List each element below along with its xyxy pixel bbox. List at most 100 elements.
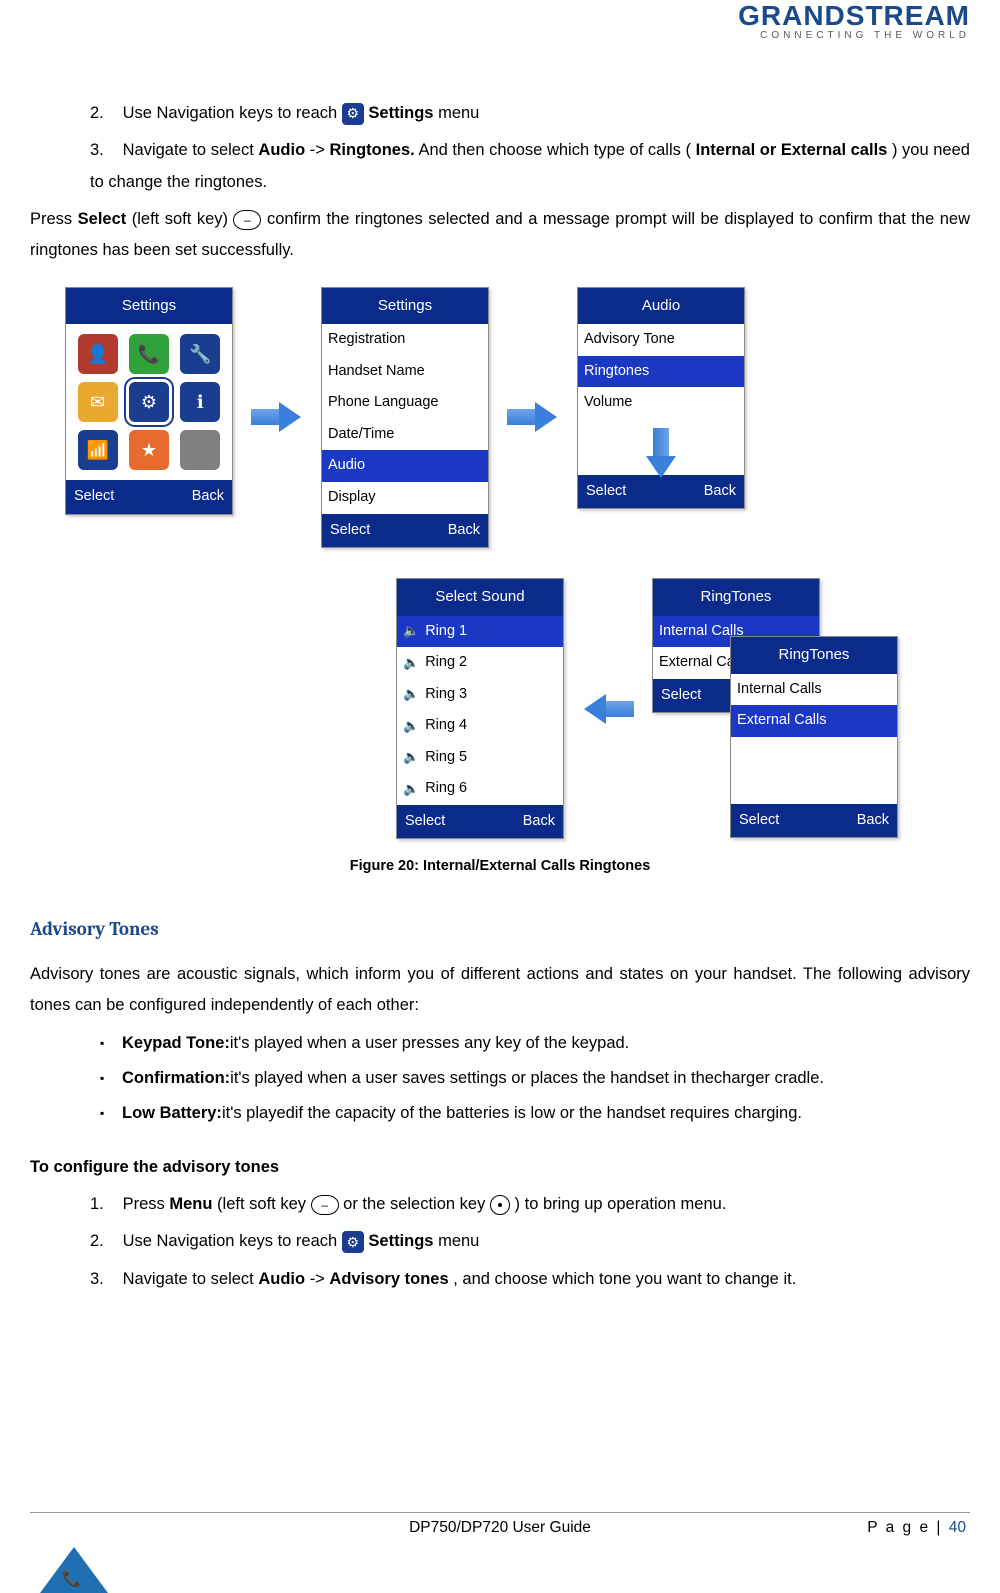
- softkey-left: Select: [739, 807, 779, 835]
- text: it's played when a user presses any key …: [230, 1034, 629, 1052]
- grid-icon: 📞: [129, 334, 169, 374]
- bullet: Confirmation:it's played when a user sav…: [100, 1063, 970, 1094]
- bold: Settings: [368, 1232, 433, 1250]
- softkey-right: Back: [192, 483, 224, 511]
- grid-icon: ★: [129, 430, 169, 470]
- grid-icon: ℹ: [180, 382, 220, 422]
- arrow-down-icon: [646, 428, 676, 480]
- softkey-left: Select: [405, 808, 445, 836]
- list-item: External Calls: [731, 705, 897, 737]
- text: (left soft key): [132, 210, 228, 228]
- logo-main: GRANDSTREAM: [738, 0, 970, 32]
- phone-title: Select Sound: [397, 579, 563, 616]
- press-line: Press Select (left soft key) – confirm t…: [30, 204, 970, 267]
- bold: Select: [78, 210, 127, 228]
- softkey-left: Select: [74, 483, 114, 511]
- step-num: 3.: [90, 1264, 118, 1295]
- list-item: Phone Language: [322, 387, 488, 419]
- corner-logo-icon: [40, 1547, 108, 1593]
- figure-caption: Figure 20: Internal/External Calls Ringt…: [30, 853, 970, 881]
- grid-icon: ⚙: [129, 382, 169, 422]
- arrow-left-icon: [582, 694, 634, 724]
- list-item-label: Ring 1: [425, 618, 467, 646]
- step-list-bottom: 1. Press Menu (left soft key – or the se…: [30, 1189, 970, 1295]
- softkey-right: Back: [704, 478, 736, 506]
- step-num: 2.: [90, 98, 118, 129]
- list-item-label: Ring 4: [425, 712, 467, 740]
- list-item-label: Ring 6: [425, 775, 467, 803]
- step-num: 2.: [90, 1226, 118, 1257]
- text: ) to bring up operation menu.: [515, 1195, 727, 1213]
- bullet: Low Battery:it's playedif the capacity o…: [100, 1098, 970, 1129]
- text: it's playedif the capacity of the batter…: [222, 1104, 802, 1122]
- bullets: Keypad Tone:it's played when a user pres…: [30, 1028, 970, 1130]
- text: menu: [438, 104, 479, 122]
- phone-footer: Select Back: [66, 480, 232, 514]
- text: or the selection key: [343, 1195, 485, 1213]
- phone-footer: Select Back: [731, 804, 897, 838]
- section-title: Advisory Tones: [30, 911, 970, 947]
- step-num: 3.: [90, 135, 118, 166]
- step-3: 3. Navigate to select Audio -> Advisory …: [90, 1264, 970, 1295]
- phone-settings-list: Settings RegistrationHandset NamePhone L…: [321, 287, 489, 548]
- step-1: 1. Press Menu (left soft key – or the se…: [90, 1189, 970, 1220]
- configure-heading: To configure the advisory tones: [30, 1152, 970, 1183]
- icon-grid: 👤📞🔧✉⚙ℹ📶★: [66, 324, 232, 480]
- step-list-top: 2. Use Navigation keys to reach ⚙ Settin…: [30, 98, 970, 198]
- bold: Settings: [368, 104, 433, 122]
- step-2: 2. Use Navigation keys to reach ⚙ Settin…: [90, 98, 970, 129]
- list-item: Volume: [578, 387, 744, 419]
- text: Use Navigation keys to reach: [123, 104, 342, 122]
- text: ->: [310, 141, 330, 159]
- list-item: Advisory Tone: [578, 324, 744, 356]
- bold: Advisory tones: [329, 1270, 448, 1288]
- step-3: 3. Navigate to select Audio -> Ringtones…: [90, 135, 970, 198]
- grid-icon: 📶: [78, 430, 118, 470]
- list-item: Date/Time: [322, 419, 488, 451]
- list-item: Internal Calls: [731, 674, 897, 706]
- softkey-right: Back: [523, 808, 555, 836]
- phone-title: Settings: [66, 288, 232, 325]
- list-item: 🔈Ring 6: [397, 773, 563, 805]
- phone-ringtones-2: RingTones Internal CallsExternal Calls S…: [730, 636, 898, 838]
- screens-row-1: Settings 👤📞🔧✉⚙ℹ📶★ Select Back Settings R…: [65, 287, 970, 548]
- logo-sub: CONNECTING THE WORLD: [738, 30, 970, 41]
- speaker-icon: 🔈: [403, 682, 419, 707]
- grid-icon: [180, 430, 220, 470]
- list-item: 🔈Ring 1: [397, 616, 563, 648]
- phone-settings-grid: Settings 👤📞🔧✉⚙ℹ📶★ Select Back: [65, 287, 233, 515]
- text: Press: [123, 1195, 170, 1213]
- footer-center: DP750/DP720 User Guide: [0, 1519, 1000, 1537]
- bold: Confirmation:: [122, 1069, 230, 1087]
- speaker-icon: 🔈: [403, 651, 419, 676]
- bold: Internal or External calls: [696, 141, 888, 159]
- softkey-icon: –: [233, 210, 261, 230]
- list-item-label: Ring 5: [425, 744, 467, 772]
- speaker-icon: 🔈: [403, 619, 419, 644]
- text: Use Navigation keys to reach: [123, 1232, 342, 1250]
- bold: Audio: [258, 1270, 305, 1288]
- phone-title: RingTones: [731, 637, 897, 674]
- bullet: Keypad Tone:it's played when a user pres…: [100, 1028, 970, 1059]
- phone-footer: Select Back: [322, 514, 488, 548]
- text: menu: [438, 1232, 479, 1250]
- list-item: 🔈Ring 2: [397, 647, 563, 679]
- phone-title: Audio: [578, 288, 744, 325]
- text: it's played when a user saves settings o…: [230, 1069, 824, 1087]
- phone-body: RegistrationHandset NamePhone LanguageDa…: [322, 324, 488, 513]
- footer-divider: [30, 1512, 970, 1513]
- text: Navigate to select: [123, 1270, 259, 1288]
- speaker-icon: 🔈: [403, 714, 419, 739]
- list-item: Display: [322, 482, 488, 514]
- bold: Ringtones.: [330, 141, 415, 159]
- page-label: P a g e |: [867, 1519, 948, 1536]
- selection-key-icon: [490, 1195, 510, 1215]
- list-item-label: Ring 3: [425, 681, 467, 709]
- screens-row-2: Select Sound 🔈Ring 1🔈Ring 2🔈Ring 3🔈Ring …: [30, 578, 970, 839]
- text: , and choose which tone you want to chan…: [453, 1270, 796, 1288]
- bold: Low Battery:: [122, 1104, 222, 1122]
- phone-body: Internal CallsExternal Calls: [731, 674, 897, 804]
- advisory-intro: Advisory tones are acoustic signals, whi…: [30, 959, 970, 1022]
- phone-audio: Audio Advisory ToneRingtonesVolume Selec…: [577, 287, 745, 510]
- gear-icon: ⚙: [342, 1231, 364, 1253]
